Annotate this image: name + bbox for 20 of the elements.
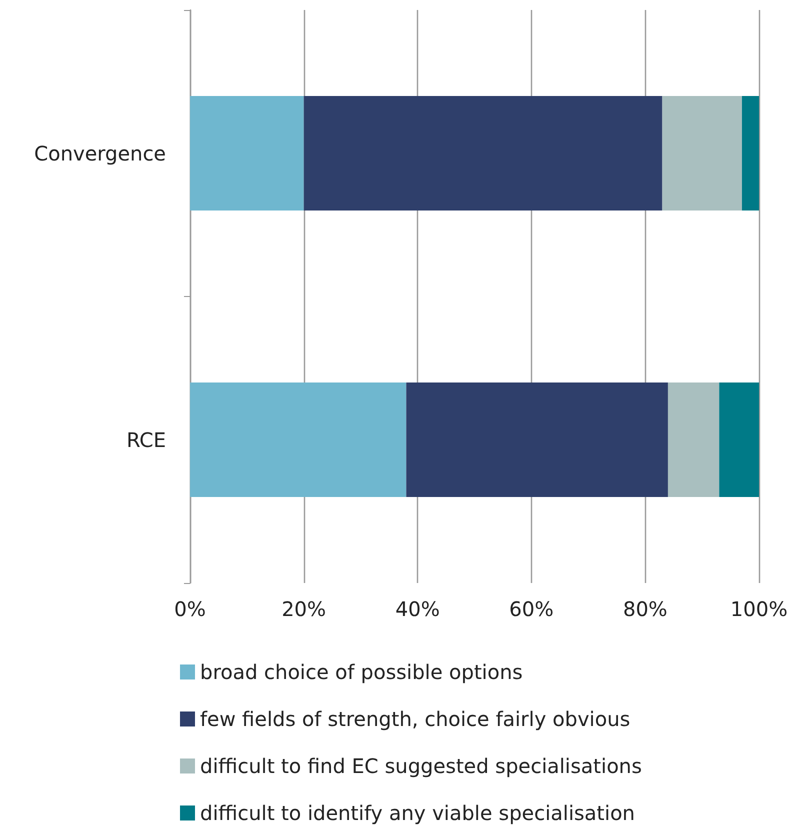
x-tick-label: 0% <box>174 597 206 621</box>
legend-label: broad choice of possible options <box>200 660 523 684</box>
y-tick-label: RCE <box>126 428 166 452</box>
legend-label: difficult to identify any viable specialisation <box>200 801 635 825</box>
bar <box>668 382 720 498</box>
x-tick-label: 20% <box>282 597 326 621</box>
y-tick-label: Convergence <box>34 141 166 166</box>
bar <box>190 382 406 498</box>
x-tick-label: 60% <box>509 597 554 621</box>
bar <box>304 96 662 211</box>
legend-label: few fields of strength, choice fairly obvious <box>200 707 630 731</box>
bar <box>406 382 668 498</box>
legend-label: difficult to find EC suggested specialisations <box>200 754 642 778</box>
bar <box>662 96 742 211</box>
bar <box>719 382 759 498</box>
bar <box>190 96 304 211</box>
x-tick-label: 80% <box>622 597 668 621</box>
x-tick-label: 100% <box>730 597 788 621</box>
x-tick-label: 40% <box>395 597 440 621</box>
bar <box>742 96 759 211</box>
